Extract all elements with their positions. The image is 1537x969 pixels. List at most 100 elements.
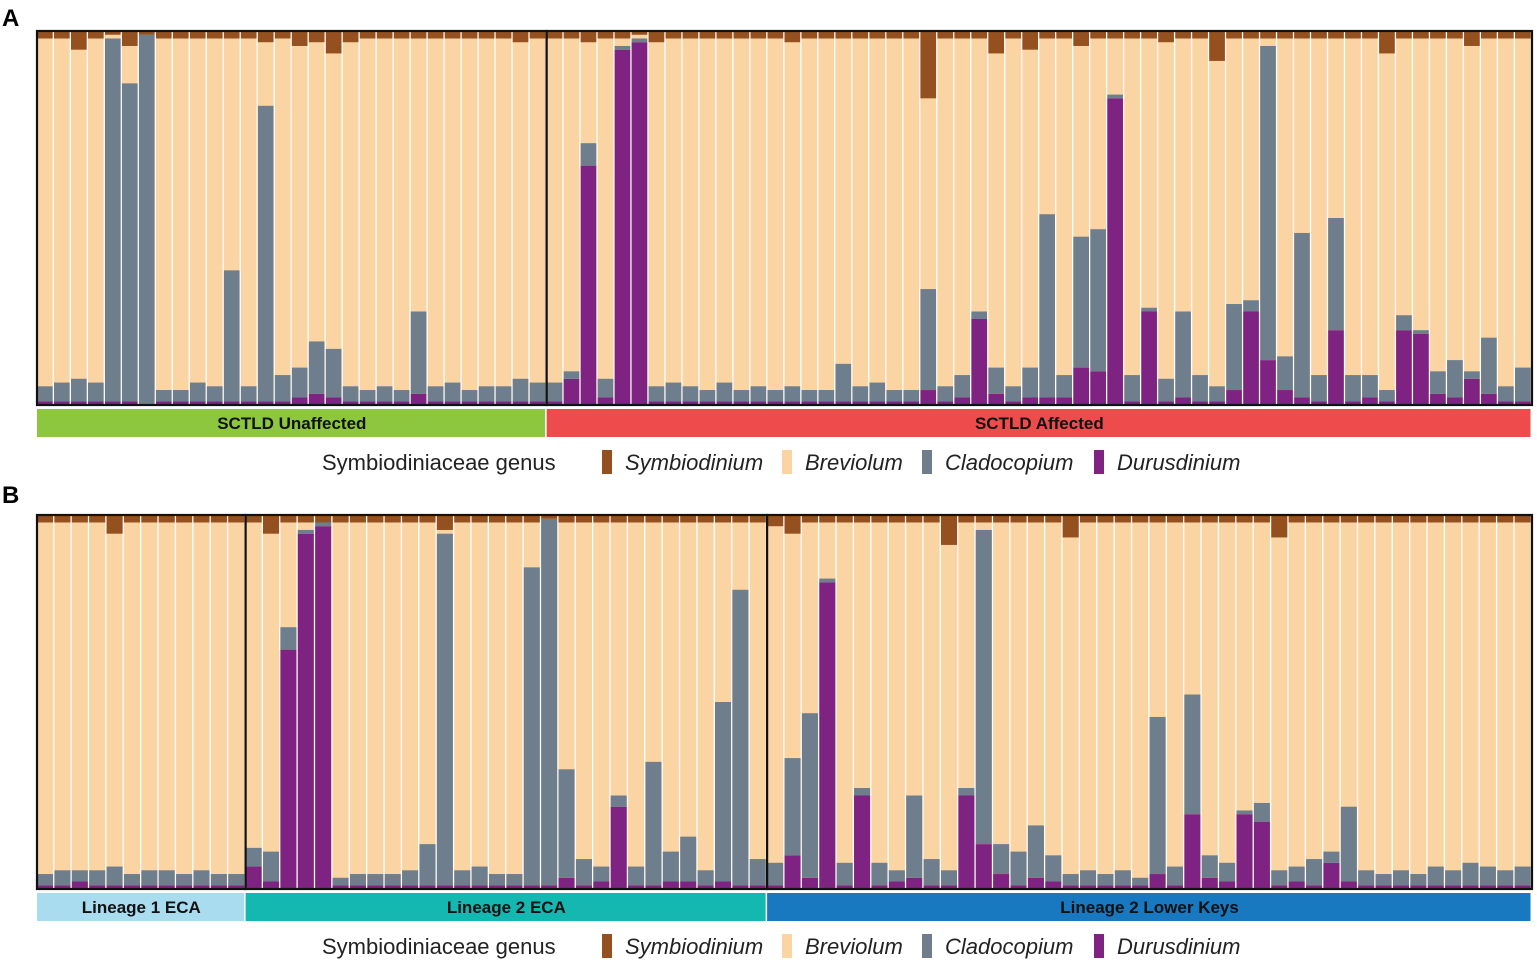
durusdinium-segment — [818, 401, 835, 405]
sample-bar-sctld-affected-42 — [1243, 31, 1259, 405]
symbiodinium-segment — [852, 31, 869, 39]
sample-bar-sctld-unaffected-29 — [512, 31, 529, 405]
cladocopium-segment — [210, 874, 227, 886]
sample-bar-lineage-2-eca-18 — [541, 515, 558, 889]
sample-bar-lineage-2-lower-keys-13 — [975, 515, 992, 889]
symbiodinium-segment — [471, 515, 488, 523]
breviolum-segment — [402, 515, 419, 889]
cladocopium-segment — [376, 386, 393, 402]
sample-bar-sctld-affected-38 — [1175, 31, 1191, 405]
symbiodinium-segment — [325, 31, 342, 54]
cladocopium-segment — [1514, 866, 1531, 886]
symbiodinium-segment — [1427, 515, 1444, 523]
sample-bar-sctld-unaffected-4 — [87, 31, 104, 405]
durusdinium-segment — [1462, 885, 1479, 889]
durusdinium-segment — [176, 885, 193, 889]
breviolum-segment — [176, 515, 193, 889]
breviolum-segment — [665, 31, 682, 405]
group-bar-sctld-affected — [546, 409, 1531, 437]
durusdinium-segment — [1445, 885, 1462, 889]
symbiodinium-segment — [427, 31, 444, 39]
breviolum-segment — [1515, 31, 1531, 405]
durusdinium-segment — [1080, 885, 1097, 889]
symbiodinium-segment — [1062, 515, 1079, 538]
sample-bar-sctld-affected-3 — [580, 31, 597, 405]
cladocopium-segment — [223, 270, 240, 402]
sample-bar-sctld-unaffected-10 — [189, 31, 206, 405]
durusdinium-segment — [593, 881, 610, 889]
sample-bar-sctld-unaffected-25 — [444, 31, 461, 405]
breviolum-segment — [1340, 515, 1357, 889]
sample-bar-sctld-affected-44 — [1277, 31, 1293, 405]
symbiodinium-segment — [1328, 31, 1344, 39]
symbiodinium-segment — [308, 31, 325, 43]
sample-bar-lineage-2-eca-17 — [523, 515, 540, 889]
sample-bar-lineage-2-lower-keys-20 — [1097, 515, 1114, 889]
durusdinium-segment — [614, 49, 631, 405]
sample-bar-lineage-1-eca-5 — [106, 515, 123, 889]
durusdinium-segment — [193, 885, 210, 889]
sample-bar-lineage-2-lower-keys-18 — [1062, 515, 1079, 889]
sample-bar-lineage-2-eca-26 — [680, 515, 697, 889]
cladocopium-segment — [954, 375, 971, 398]
cladocopium-segment — [1243, 300, 1259, 312]
group-bar-lineage-2-lower-keys — [767, 893, 1531, 921]
breviolum-segment — [1445, 515, 1462, 889]
sample-bar-sctld-affected-47 — [1328, 31, 1344, 405]
symbiodinium-segment — [1010, 515, 1027, 523]
symbiodinium-segment — [614, 31, 631, 39]
sample-bar-lineage-1-eca-8 — [158, 515, 175, 889]
durusdinium-segment — [1277, 390, 1293, 405]
symbiodinium-segment — [937, 31, 954, 39]
durusdinium-segment — [610, 806, 627, 889]
symbiodinium-segment — [1396, 31, 1412, 39]
cladocopium-segment — [886, 390, 903, 402]
cladocopium-segment — [70, 378, 87, 402]
cladocopium-segment — [495, 386, 512, 402]
durusdinium-segment — [940, 885, 958, 889]
symbiodinium-segment — [645, 515, 662, 523]
cladocopium-segment — [767, 862, 784, 886]
legend-swatch-breviolum — [782, 934, 792, 958]
breviolum-segment — [1209, 31, 1225, 405]
symbiodinium-segment — [1294, 31, 1310, 39]
durusdinium-segment — [749, 885, 766, 889]
breviolum-segment — [274, 31, 291, 405]
sample-bar-lineage-2-lower-keys-38 — [1410, 515, 1427, 889]
symbiodinium-segment — [1345, 31, 1361, 39]
breviolum-segment — [427, 31, 444, 405]
cladocopium-segment — [193, 870, 210, 886]
breviolum-segment — [682, 31, 699, 405]
cladocopium-segment — [593, 866, 610, 882]
cladocopium-segment — [436, 533, 453, 886]
cladocopium-segment — [1430, 371, 1446, 394]
cladocopium-segment — [1158, 378, 1174, 402]
breviolum-segment — [1462, 515, 1479, 889]
breviolum-segment — [1056, 31, 1073, 405]
breviolum-segment — [37, 31, 53, 405]
sample-bar-sctld-unaffected-20 — [359, 31, 376, 405]
sample-bar-sctld-affected-31 — [1056, 31, 1073, 405]
cladocopium-segment — [1358, 870, 1375, 886]
symbiodinium-segment — [245, 515, 262, 523]
sample-bar-sctld-unaffected-27 — [478, 31, 495, 405]
symbiodinium-segment — [488, 515, 506, 523]
sample-bar-lineage-2-eca-11 — [419, 515, 436, 889]
panel-b-chart: Lineage 1 ECA Lineage 2 ECA Lineage 2 Lowe… — [35, 513, 1534, 921]
group-frame-lineage-2-lower-keys — [766, 513, 1534, 891]
sample-bar-lineage-2-lower-keys-2 — [784, 515, 801, 889]
symbiodinium-segment — [106, 515, 123, 534]
breviolum-segment — [1514, 515, 1531, 889]
breviolum-segment — [1236, 515, 1253, 889]
cladocopium-segment — [1192, 375, 1208, 402]
breviolum-segment — [886, 31, 903, 405]
durusdinium-segment — [54, 885, 71, 889]
sample-bar-lineage-1-eca-6 — [123, 515, 141, 889]
durusdinium-segment — [1430, 393, 1446, 405]
durusdinium-segment — [1166, 885, 1184, 889]
cladocopium-segment — [988, 367, 1005, 394]
legend-label-durusdinium: Durusdinium — [1117, 450, 1241, 475]
durusdinium-segment — [1340, 881, 1357, 889]
sample-bar-sctld-affected-30 — [1039, 31, 1056, 405]
cladocopium-segment — [1062, 874, 1079, 886]
